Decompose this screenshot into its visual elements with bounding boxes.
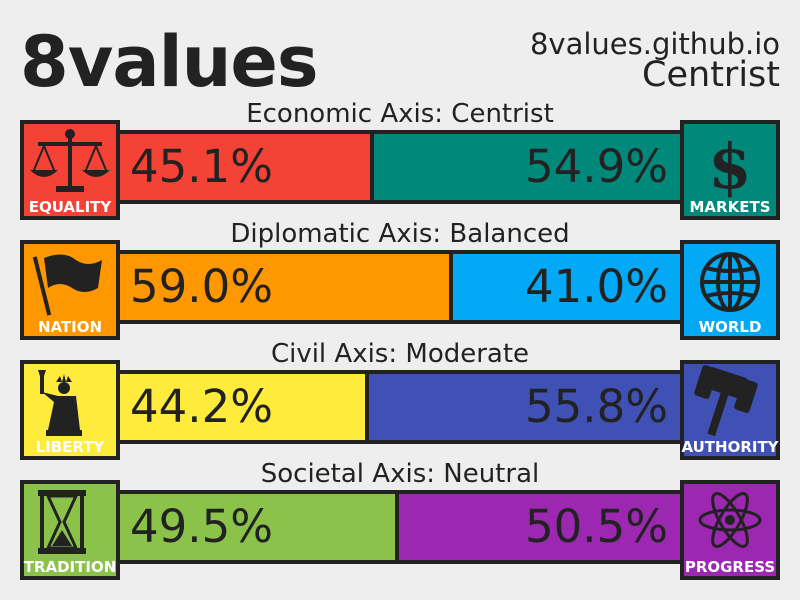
pole-label-tradition: TRADITION xyxy=(23,558,117,576)
logo: 8values xyxy=(20,21,319,103)
percent-markets: 54.9% xyxy=(525,140,668,193)
axis-bar-diplomatic xyxy=(108,250,692,324)
icon-bg-authority xyxy=(684,364,776,456)
bar-segment-nation xyxy=(112,254,449,320)
percent-nation: 59.0% xyxy=(130,260,273,313)
axis-title-societal: Societal Axis: Neutral xyxy=(260,459,540,489)
icon-box-world: WORLD xyxy=(680,240,780,340)
pole-label-markets: MARKETS xyxy=(689,198,771,216)
percent-world: 41.0% xyxy=(525,260,668,313)
ideology-label: Centrist xyxy=(642,55,780,95)
icon-bg-tradition xyxy=(24,484,116,576)
flag-icon xyxy=(32,254,102,316)
site-url: 8values.github.io xyxy=(529,27,780,61)
percent-liberty: 44.2% xyxy=(130,380,273,433)
icon-box-equality: EQUALITY xyxy=(20,120,120,220)
pole-label-equality: EQUALITY xyxy=(28,198,112,216)
pole-label-progress: PROGRESS xyxy=(684,558,776,576)
icon-bg-world xyxy=(684,244,776,336)
pole-label-nation: NATION xyxy=(37,318,103,336)
bar-segment-liberty xyxy=(112,374,365,440)
icon-bg-nation xyxy=(24,244,116,336)
bar-segment-progress xyxy=(399,494,688,560)
axis-title-economic: Economic Axis: Centrist xyxy=(246,99,554,129)
scales-icon xyxy=(30,129,110,192)
icon-box-nation: NATION xyxy=(20,240,120,340)
icon-box-markets: $ MARKETS xyxy=(680,120,780,220)
icon-bg-markets: $ xyxy=(684,124,776,216)
globe-icon xyxy=(700,252,760,312)
bar-segment-equality xyxy=(112,134,370,200)
gavel-icon xyxy=(694,365,758,437)
axis-bar-societal xyxy=(108,490,692,564)
bar-segment-tradition xyxy=(112,494,395,560)
pole-label-liberty: LIBERTY xyxy=(35,438,105,456)
percent-equality: 45.1% xyxy=(130,140,273,193)
bar-segment-authority xyxy=(369,374,688,440)
pole-label-authority: AUTHORITY xyxy=(681,438,779,456)
icon-bg-liberty xyxy=(24,364,116,456)
percent-progress: 50.5% xyxy=(525,500,668,553)
dollar-icon: $ xyxy=(708,130,751,203)
bar-segment-markets xyxy=(374,134,688,200)
axis-title-diplomatic: Diplomatic Axis: Balanced xyxy=(230,219,570,249)
icon-bg-equality xyxy=(24,124,116,216)
statue-of-liberty-icon xyxy=(38,370,82,436)
axis-title-civil: Civil Axis: Moderate xyxy=(270,339,530,369)
icon-box-progress: PROGRESS xyxy=(680,480,780,580)
hourglass-icon xyxy=(38,490,86,554)
bar-segment-world xyxy=(453,254,688,320)
pole-label-world: WORLD xyxy=(698,318,762,336)
icon-box-authority: AUTHORITY xyxy=(680,360,780,460)
axis-bar-economic xyxy=(108,130,692,204)
icon-bg-progress xyxy=(684,484,776,576)
icon-box-tradition: TRADITION xyxy=(20,480,120,580)
percent-tradition: 49.5% xyxy=(130,500,273,553)
svg-text:$: $ xyxy=(708,130,751,203)
percent-authority: 55.8% xyxy=(525,380,668,433)
atom-icon xyxy=(698,492,762,548)
icon-box-liberty: LIBERTY xyxy=(20,360,120,460)
axis-bar-civil xyxy=(108,370,692,444)
